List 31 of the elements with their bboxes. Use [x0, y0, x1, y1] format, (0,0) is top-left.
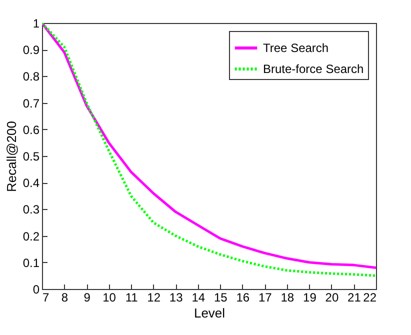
x-tick-label: 8 [61, 290, 68, 304]
y-axis-title: Recall@200 [4, 120, 19, 192]
x-tick-label: 18 [280, 290, 294, 304]
x-tick-label: 12 [147, 290, 161, 304]
x-tick-label: 15 [214, 290, 228, 304]
x-tick-label: 16 [236, 290, 250, 304]
x-axis-title: Level [194, 306, 226, 320]
x-tick-label: 14 [192, 290, 206, 304]
y-tick-label: 0.4 [22, 176, 40, 190]
y-tick-label: 0.3 [22, 202, 40, 217]
y-tick-label: 0 [32, 282, 40, 296]
x-tick-label: 19 [303, 290, 317, 304]
x-tick-label: 7 [42, 290, 50, 304]
y-tick-label: 0.2 [22, 229, 40, 244]
legend-label: Tree Search [263, 41, 329, 55]
x-tick-label: 22 [363, 290, 377, 304]
y-tick-label: 0.6 [22, 122, 40, 137]
x-tick-label: 13 [169, 290, 184, 304]
x-tick-label: 20 [325, 290, 339, 304]
x-tick-label: 10 [102, 290, 116, 304]
x-tick-label: 9 [84, 290, 91, 304]
y-tick-label: 0.5 [22, 150, 40, 164]
y-tick-label: 0.7 [22, 96, 40, 110]
y-tick-label: 1 [32, 16, 40, 30]
y-tick-label: 0.9 [22, 43, 40, 58]
x-tick-label: 17 [258, 290, 272, 304]
y-tick-label: 0.8 [22, 70, 40, 84]
x-tick-label: 21 [348, 290, 362, 304]
y-tick-label: 0.1 [22, 256, 40, 270]
x-tick-label: 11 [125, 290, 138, 304]
legend-label: Brute-force Search [263, 62, 364, 76]
